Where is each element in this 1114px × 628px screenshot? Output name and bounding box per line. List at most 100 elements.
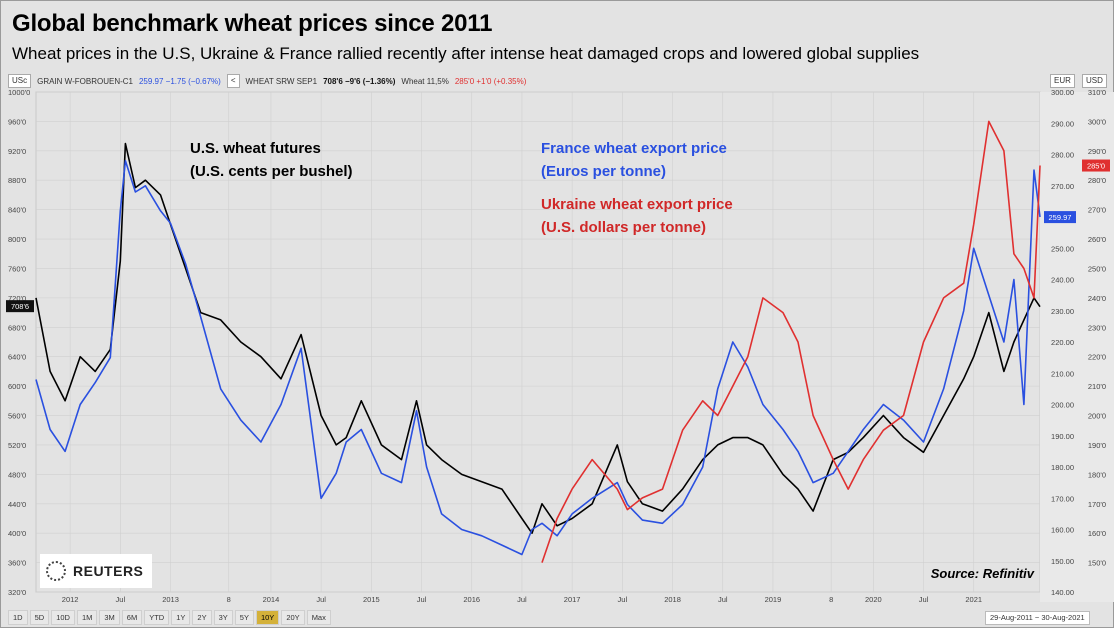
y-left-tick-label: 480'0 [8,470,26,479]
series2-values: 708'6 −9'6 (−1.36%) [323,76,396,86]
range-button-2y[interactable]: 2Y [192,610,212,625]
x-tick-label: 2015 [363,595,380,604]
y-left-tick-label: 920'0 [8,147,26,156]
chart-title: Global benchmark wheat prices since 2011 [12,10,493,37]
collapse-legend-button[interactable]: < [226,74,240,88]
y-left-tick-label: 840'0 [8,206,26,215]
france-last-value-box [1044,211,1076,224]
y-right-eur-tick-label: 190.00 [1051,432,1074,441]
range-button-1y[interactable]: 1Y [171,610,191,625]
range-button-5y[interactable]: 5Y [234,610,254,625]
y-left-tick-label: 520'0 [8,441,26,450]
y-right-eur-tick-label: 180.00 [1051,463,1074,472]
y-right-usd-tick-label: 220'0 [1088,353,1106,362]
x-tick-label: 2018 [664,595,681,604]
y-right-usd-tick-label: 170'0 [1088,500,1106,509]
y-right-eur-tick-label: 200.00 [1051,401,1074,410]
range-button-ytd[interactable]: YTD [144,610,170,625]
date-range-selector[interactable]: 29-Aug-2011 − 30-Aug-2021 [985,611,1090,625]
y-right-usd-tick-label: 180'0 [1088,470,1106,479]
range-button-1d[interactable]: 1D [8,610,28,625]
usd-scale-selector[interactable]: USD [1082,74,1107,88]
plot-area [35,91,1041,593]
range-button-max[interactable]: Max [306,610,331,625]
range-button-10d[interactable]: 10D [51,610,75,625]
y-right-usd-tick-label: 290'0 [1088,147,1106,156]
range-button-20y[interactable]: 20Y [281,610,305,625]
x-tick-label: 8 [227,595,231,604]
x-tick-label: Jul [517,595,527,604]
eur-scale-selector[interactable]: EUR [1050,74,1075,88]
range-button-5d[interactable]: 5D [29,610,50,625]
y-right-usd-tick-label: 280'0 [1088,176,1106,185]
y-right-usd-tick-label: 210'0 [1088,382,1106,391]
ukraine-annotation-line2: (U.S. dollars per tonne) [541,219,707,236]
range-button-3m[interactable]: 3M [99,610,120,625]
us-annotation-line1: U.S. wheat futures [190,140,321,157]
x-tick-label: 2013 [162,595,179,604]
x-tick-label: 2020 [865,595,882,604]
series3-values: 285'0 +1'0 (+0.35%) [454,76,527,86]
y-right-eur-tick-label: 250.00 [1051,244,1074,253]
y-right-usd-tick-label: 230'0 [1088,323,1106,332]
y-right-eur-tick-label: 140.00 [1051,588,1074,597]
x-tick-label: Jul [618,595,628,604]
y-right-eur-tick-label: 170.00 [1051,494,1074,503]
y-right-eur-tick-label: 280.00 [1051,151,1074,160]
y-right-usd-tick-label: 250'0 [1088,264,1106,273]
left-scale-selector[interactable]: USc [8,74,32,88]
y-right-eur-tick-label: 240.00 [1051,276,1074,285]
us-annotation-line2: (U.S. cents per bushel) [190,163,353,180]
reuters-logo: REUTERS [40,554,152,588]
us-last-value-label: 708'6 [11,302,29,311]
x-tick-label: 2016 [463,595,480,604]
y-left-tick-label: 440'0 [8,500,26,509]
france-last-value-label: 259.97 [1049,213,1072,222]
us-wheat-line [35,142,1041,534]
series2-name: WHEAT SRW SEP1 [245,76,318,86]
y-left-tick-label: 1000'0 [8,88,30,97]
y-left-tick-label: 560'0 [8,412,26,421]
reuters-logo-text: REUTERS [73,563,144,579]
range-button-10y[interactable]: 10Y [255,610,280,625]
range-button-6m[interactable]: 6M [121,610,143,625]
y-left-tick-label: 720'0 [8,294,26,303]
y-left-tick-label: 600'0 [8,382,26,391]
series1-name: GRAIN W-FOBROUEN-C1 [37,76,133,86]
y-right-eur-tick-label: 160.00 [1051,526,1074,535]
y-right-eur-tick-label: 290.00 [1051,119,1074,128]
y-left-tick-label: 760'0 [8,264,26,273]
range-button-1m[interactable]: 1M [76,610,98,625]
france-annotation: France wheat export price (Euros per ton… [541,137,727,183]
y-left-tick-label: 320'0 [8,588,26,597]
france-annotation-line1: France wheat export price [541,140,727,157]
source-note: Source: Refinitiv [930,566,1034,581]
y-right-usd-tick-label: 190'0 [1088,441,1106,450]
y-right-usd-tick-label: 300'0 [1088,117,1106,126]
us-annotation: U.S. wheat futures (U.S. cents per bushe… [190,137,353,183]
chart-subtitle: Wheat prices in the U.S, Ukraine & Franc… [12,44,920,63]
range-toolbar: 1D 5D 10D 1M 3M 6M YTD 1Y 2Y 3Y 5Y 10Y 20Y Max [8,610,331,625]
x-tick-label: 2012 [62,595,79,604]
x-tick-label: Jul [919,595,929,604]
legend-bar: USc GRAIN W-FOBROUEN-C1 259.97 −1.75 (−0… [8,74,526,88]
y-right-usd-tick-label: 200'0 [1088,412,1106,421]
y-right-eur-tick-label: 300.00 [1051,88,1074,97]
ukraine-last-value-box [1082,159,1110,172]
y-right-usd-tick-label: 160'0 [1088,529,1106,538]
range-button-3y[interactable]: 3Y [213,610,233,625]
ukraine-annotation-line1: Ukraine wheat export price [541,196,733,213]
x-tick-label: Jul [718,595,728,604]
x-tick-label: 8 [829,595,833,604]
y-right-usd-tick-label: 150'0 [1088,559,1106,568]
x-tick-label: 2014 [263,595,280,604]
y-left-tick-label: 680'0 [8,323,26,332]
y-left-tick-label: 360'0 [8,559,26,568]
france-wheat-line [35,160,1041,556]
y-right-usd-tick-label: 240'0 [1088,294,1106,303]
y-left-tick-label: 800'0 [8,235,26,244]
y-right-usd-tick-label: 270'0 [1088,206,1106,215]
y-left-tick-label: 960'0 [8,117,26,126]
y-left-tick-label: 640'0 [8,353,26,362]
